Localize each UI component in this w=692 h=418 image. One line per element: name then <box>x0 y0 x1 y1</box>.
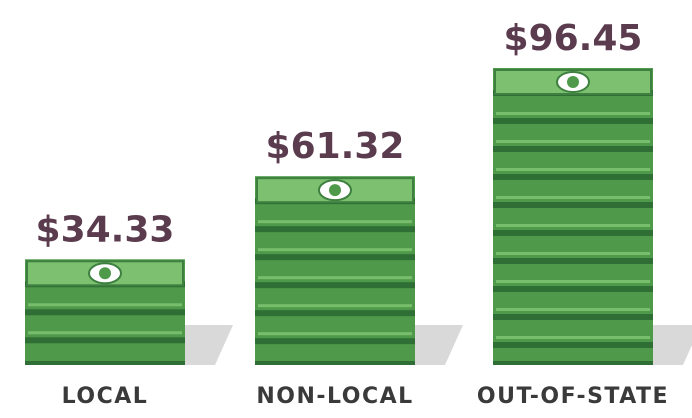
bill-shine <box>496 112 650 115</box>
bill-shine <box>258 276 412 280</box>
bill-shine <box>28 331 182 335</box>
value-label: $34.33 <box>36 209 175 250</box>
bill-edge <box>493 118 653 124</box>
bill-edge <box>255 226 415 233</box>
bill-shine <box>496 168 650 171</box>
bill-shine <box>28 303 182 307</box>
bill-edge <box>255 254 415 261</box>
bill-shine <box>258 332 412 336</box>
stack-base <box>493 361 653 365</box>
bar-shadow <box>415 325 463 365</box>
bill-shine <box>258 304 412 308</box>
bill-shine <box>496 308 650 311</box>
bill-edge <box>25 309 185 316</box>
category-label: LOCAL <box>62 384 149 409</box>
stack-base <box>25 361 185 365</box>
stack-base <box>255 361 415 365</box>
bill-shine <box>496 224 650 227</box>
category-label: OUT-OF-STATE <box>477 384 669 409</box>
bill-edge <box>493 342 653 348</box>
bill-seal-center <box>567 76 579 88</box>
bill-edge <box>25 337 185 344</box>
bill-shine <box>258 220 412 224</box>
bill-edge <box>493 286 653 292</box>
bill-edge <box>493 146 653 152</box>
bill-edge <box>493 314 653 320</box>
bill-edge <box>255 338 415 345</box>
bar-shadow <box>653 325 692 365</box>
bill-edge <box>255 310 415 317</box>
bill-edge <box>493 258 653 264</box>
value-label: $61.32 <box>266 126 405 167</box>
bill-shine <box>496 280 650 283</box>
bill-edge <box>255 282 415 289</box>
bill-seal-center <box>329 184 341 197</box>
bill-shine <box>496 252 650 255</box>
bill-edge <box>493 174 653 180</box>
bill-shine <box>496 140 650 143</box>
category-label: NON-LOCAL <box>256 384 413 409</box>
bill-shine <box>496 196 650 199</box>
bill-seal-center <box>99 267 111 280</box>
bill-edge <box>493 202 653 208</box>
bill-shine <box>496 336 650 339</box>
bar-shadow <box>185 325 233 365</box>
bill-edge <box>493 230 653 236</box>
value-label: $96.45 <box>504 18 643 59</box>
bill-shine <box>258 248 412 252</box>
bar <box>255 176 415 365</box>
